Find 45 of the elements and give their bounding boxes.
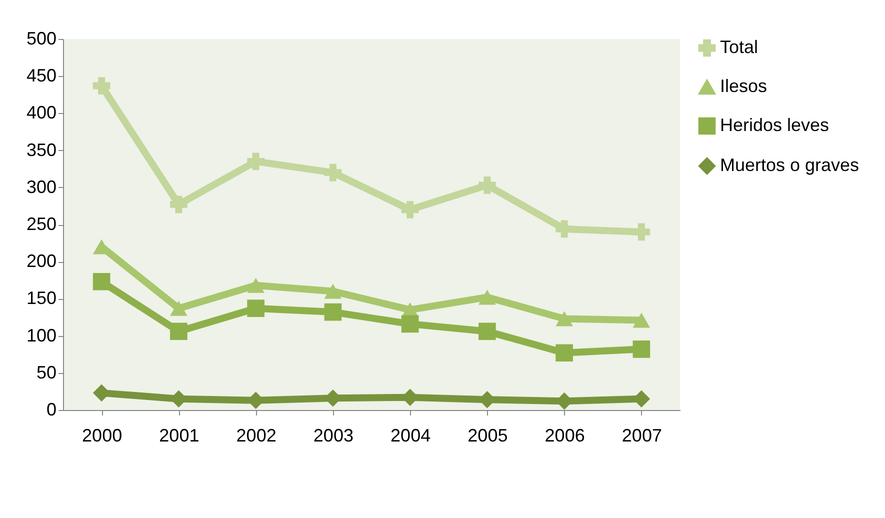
x-tick-label: 2002 [236, 426, 276, 446]
point [247, 152, 264, 170]
y-tick-label: 250 [26, 214, 56, 234]
x-tick-label: 2001 [159, 426, 200, 446]
x-tick-label: 2004 [390, 426, 431, 446]
y-tick-label: 100 [26, 325, 56, 346]
legend-label: Ilesos [720, 76, 768, 96]
x-tick-label: 2000 [82, 426, 122, 446]
x-tick-label: 2006 [544, 426, 585, 446]
point [478, 322, 496, 340]
point [92, 77, 110, 94]
point [478, 176, 496, 194]
point [92, 272, 110, 290]
point [401, 315, 419, 333]
point [247, 300, 264, 318]
point [632, 223, 650, 241]
y-tick-label: 350 [26, 140, 56, 160]
point [247, 278, 264, 293]
y-tick-label: 400 [26, 102, 56, 123]
point [556, 344, 573, 362]
point [556, 220, 573, 238]
y-tick-label: 500 [26, 28, 56, 48]
point [324, 303, 342, 321]
legend-label: Muertos o graves [720, 155, 860, 175]
legend-label: Heridos leves [720, 115, 830, 135]
x-tick-label: 2003 [313, 426, 354, 446]
y-tick-label: 150 [26, 288, 56, 308]
point [632, 312, 650, 328]
y-tick-label: 0 [46, 400, 56, 420]
point [632, 340, 650, 358]
point [556, 311, 573, 326]
x-tick-label: 2007 [622, 426, 662, 446]
y-tick-label: 450 [26, 66, 56, 86]
legend-label: Total [720, 37, 758, 57]
y-tick-label: 300 [26, 176, 56, 197]
point [401, 201, 419, 218]
point [324, 164, 342, 182]
y-tick-label: 50 [36, 362, 56, 382]
point [170, 196, 188, 214]
point [170, 300, 188, 316]
x-tick-label: 2005 [468, 426, 508, 446]
y-tick-label: 200 [26, 251, 56, 272]
point [478, 290, 496, 305]
point [170, 322, 188, 340]
point [324, 284, 342, 299]
